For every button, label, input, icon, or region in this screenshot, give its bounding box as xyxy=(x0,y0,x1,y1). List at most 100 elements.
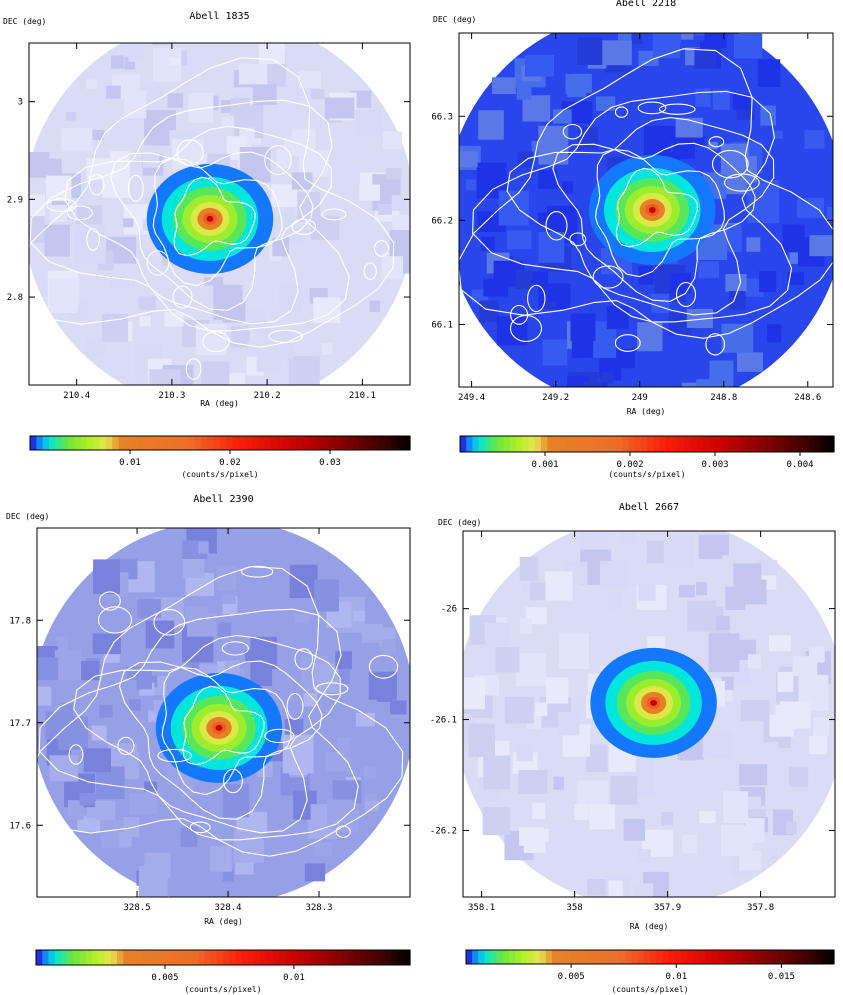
bin-tile xyxy=(231,326,250,348)
bin-tile xyxy=(481,236,495,251)
colorbar-step xyxy=(169,436,177,450)
colorbar-step xyxy=(584,436,592,452)
y-tick-label: 17.8 xyxy=(9,616,31,626)
colorbar-step xyxy=(734,436,742,452)
colorbar-step xyxy=(347,950,355,965)
bin-tile xyxy=(782,224,805,253)
colorbar-step xyxy=(827,950,835,964)
contour-line xyxy=(223,768,243,794)
colorbar-step xyxy=(686,950,694,964)
bin-tile xyxy=(746,237,761,252)
bin-tile xyxy=(298,70,322,89)
contour-line xyxy=(117,736,135,756)
contour-line xyxy=(86,227,100,251)
bin-tile xyxy=(99,705,113,718)
colorbar-step xyxy=(815,950,823,964)
colorbar-step xyxy=(289,436,297,450)
bin-tile xyxy=(222,300,246,323)
colorbar-step xyxy=(335,950,343,965)
bin-tile xyxy=(92,129,105,141)
bin-tile xyxy=(247,341,260,354)
contour-line xyxy=(189,821,211,834)
colorbar-step xyxy=(659,436,667,452)
bin-tile xyxy=(221,100,234,113)
colorbar-step xyxy=(104,950,112,965)
bin-tile xyxy=(506,230,532,250)
colorbar-step xyxy=(545,950,553,964)
bin-tile xyxy=(729,291,746,310)
colorbar-step xyxy=(796,436,804,452)
x-tick-label: 328.4 xyxy=(215,903,242,913)
bin-tile xyxy=(325,751,351,772)
bin-tile xyxy=(148,710,165,723)
bin-tile xyxy=(479,300,499,323)
bin-tile xyxy=(390,700,407,715)
map-image xyxy=(37,528,410,897)
bin-tile xyxy=(164,311,184,327)
colorbar-step xyxy=(173,950,180,965)
contour-line xyxy=(509,314,543,342)
bin-tile xyxy=(95,800,116,820)
bin-tile xyxy=(777,671,794,692)
bin-tile xyxy=(492,77,516,94)
bin-tile xyxy=(106,85,121,99)
bin-tile xyxy=(182,558,205,578)
bin-tile xyxy=(37,686,52,706)
colorbar-step xyxy=(403,436,411,450)
colorbar-step xyxy=(322,950,330,965)
emission-level xyxy=(650,699,658,706)
bin-tile xyxy=(222,868,234,882)
bin-tile xyxy=(314,842,332,856)
bin-tile xyxy=(826,206,833,220)
bin-tile xyxy=(696,379,723,387)
bin-tile xyxy=(813,717,830,737)
colorbar-step xyxy=(201,436,208,450)
colorbar-step xyxy=(260,950,268,965)
colorbar-step xyxy=(54,950,62,965)
bin-tile xyxy=(291,172,313,190)
bin-tile xyxy=(378,204,392,215)
bin-tile xyxy=(610,776,638,805)
colorbar-step xyxy=(42,436,50,450)
colorbar-step xyxy=(36,950,43,965)
bin-tile xyxy=(29,194,45,217)
colorbar-step xyxy=(166,950,174,965)
contour-line xyxy=(562,123,583,140)
contour-line xyxy=(552,142,756,302)
colorbar-step xyxy=(760,950,768,964)
bin-tile xyxy=(110,55,124,69)
bin-tile xyxy=(661,812,674,826)
colorbar-step xyxy=(600,950,608,964)
panel-title: Abell 2218 xyxy=(616,0,676,9)
bin-tile xyxy=(364,766,376,780)
bin-tile xyxy=(216,565,237,591)
bin-tile xyxy=(289,564,318,599)
colorbar-step xyxy=(49,436,56,450)
colorbar-tick-label: 0.001 xyxy=(531,460,558,470)
bin-tile xyxy=(152,43,172,45)
bin-tile xyxy=(338,669,350,684)
colorbar-step xyxy=(346,436,354,450)
colorbar-step xyxy=(777,436,785,452)
contour-line xyxy=(658,103,696,115)
bin-tile xyxy=(495,646,520,673)
bin-tile xyxy=(129,699,141,711)
colorbar-step xyxy=(582,950,590,964)
bin-tile xyxy=(670,33,694,40)
bin-tile xyxy=(247,310,265,331)
contour-line xyxy=(595,148,726,278)
colorbar-step xyxy=(92,950,99,965)
bin-tile xyxy=(252,84,277,106)
contour-line xyxy=(161,666,292,796)
colorbar-step xyxy=(30,436,37,450)
colorbar-step xyxy=(93,436,101,450)
colorbar-step xyxy=(60,950,68,965)
contour-line xyxy=(128,174,144,202)
bin-tile xyxy=(327,799,356,829)
colorbar-step xyxy=(61,436,69,450)
colorbar-step xyxy=(87,436,94,450)
colorbar-step xyxy=(643,950,651,964)
colorbar-step xyxy=(213,436,221,450)
y-tick-label: 66.2 xyxy=(431,216,453,226)
panel-title: Abell 2667 xyxy=(619,502,679,513)
